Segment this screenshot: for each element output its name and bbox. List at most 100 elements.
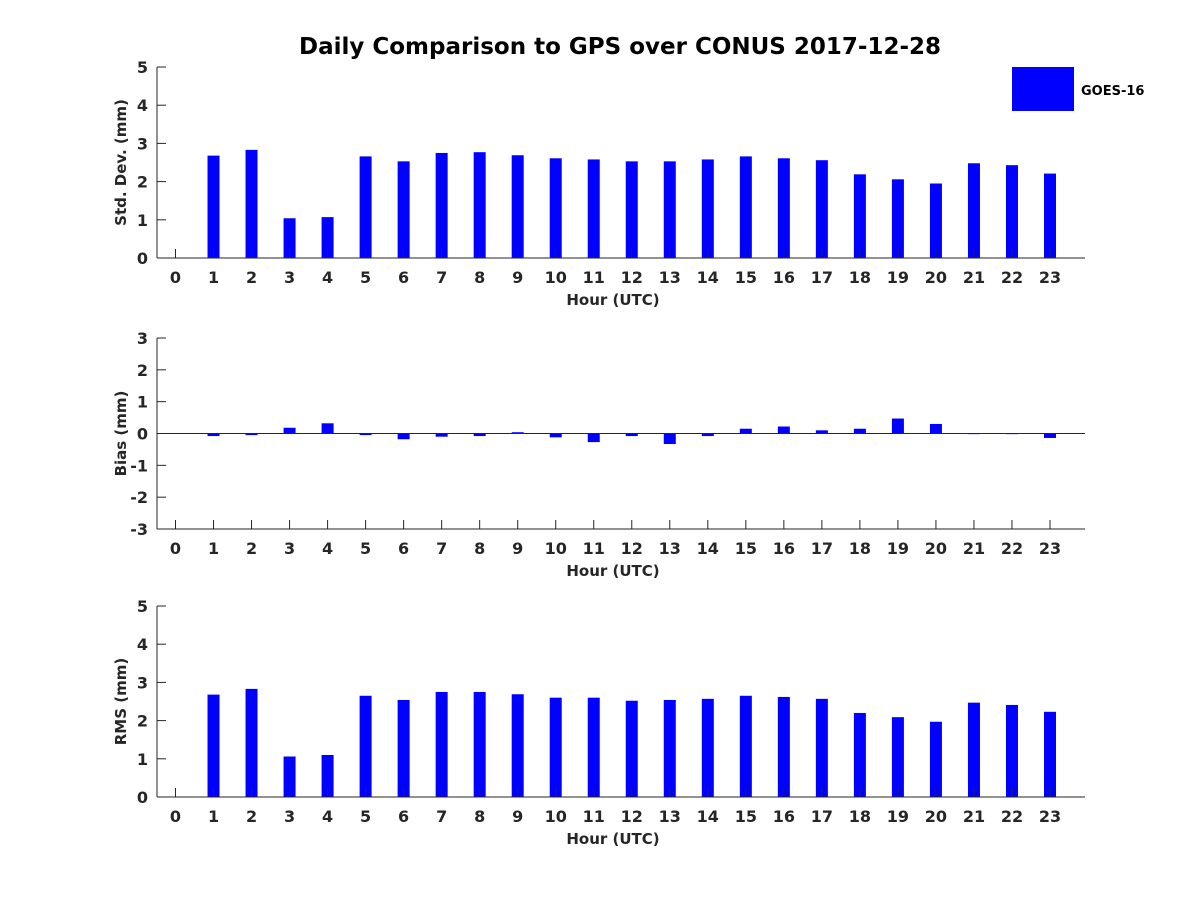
x-tick-label: 11 xyxy=(583,807,605,826)
y-tick-label: 4 xyxy=(137,96,148,115)
bar xyxy=(587,697,600,797)
x-tick-label: 11 xyxy=(583,539,605,558)
x-tick-label: 20 xyxy=(925,807,947,826)
bar xyxy=(283,218,296,258)
bar xyxy=(473,691,486,797)
x-tick-label: 3 xyxy=(284,539,295,558)
x-tick-label: 0 xyxy=(170,807,181,826)
bar xyxy=(739,156,752,258)
x-tick-label: 22 xyxy=(1001,807,1023,826)
bar xyxy=(777,426,790,434)
bar xyxy=(283,756,296,797)
x-tick-label: 14 xyxy=(697,268,719,287)
x-tick-label: 6 xyxy=(398,268,409,287)
bar xyxy=(245,149,258,258)
x-tick-label: 16 xyxy=(773,539,795,558)
x-tick-label: 5 xyxy=(360,539,371,558)
x-tick-label: 17 xyxy=(811,268,833,287)
bar xyxy=(663,699,676,797)
bar xyxy=(321,423,334,434)
x-tick-label: 16 xyxy=(773,807,795,826)
x-tick-label: 9 xyxy=(512,268,523,287)
x-tick-label: 18 xyxy=(849,807,871,826)
bar xyxy=(283,427,296,434)
bar xyxy=(207,694,220,797)
x-tick-label: 6 xyxy=(398,807,409,826)
x-tick-label: 21 xyxy=(963,539,985,558)
bar xyxy=(853,428,866,434)
x-tick-label: 6 xyxy=(398,539,409,558)
x-tick-label: 15 xyxy=(735,807,757,826)
bar xyxy=(625,433,638,437)
bar xyxy=(359,433,372,436)
x-tick-label: 1 xyxy=(208,807,219,826)
x-tick-label: 9 xyxy=(512,807,523,826)
bar xyxy=(701,433,714,437)
x-tick-label: 18 xyxy=(849,268,871,287)
y-tick-label: 5 xyxy=(137,597,148,616)
x-axis-label: Hour (UTC) xyxy=(566,562,659,580)
x-tick-label: 13 xyxy=(659,539,681,558)
x-tick-label: 17 xyxy=(811,807,833,826)
bar xyxy=(777,158,790,258)
bar xyxy=(739,428,752,434)
x-tick-label: 1 xyxy=(208,268,219,287)
bar xyxy=(397,161,410,258)
x-tick-label: 22 xyxy=(1001,268,1023,287)
x-tick-label: 9 xyxy=(512,539,523,558)
y-tick-label: 1 xyxy=(137,750,148,769)
x-tick-label: 8 xyxy=(474,807,485,826)
bar xyxy=(663,433,676,444)
x-tick-label: 12 xyxy=(621,539,643,558)
y-tick-label: 2 xyxy=(137,173,148,192)
bar xyxy=(435,152,448,258)
bar xyxy=(891,717,904,797)
chart-title: Daily Comparison to GPS over CONUS 2017-… xyxy=(299,34,941,60)
x-tick-label: 18 xyxy=(849,539,871,558)
bar xyxy=(359,695,372,797)
bar xyxy=(663,161,676,258)
y-tick-label: 3 xyxy=(137,673,148,692)
y-tick-label: 3 xyxy=(137,134,148,153)
x-tick-label: 23 xyxy=(1039,268,1061,287)
legend-swatch xyxy=(1012,67,1074,111)
bar xyxy=(587,433,600,443)
x-tick-label: 23 xyxy=(1039,539,1061,558)
x-tick-label: 2 xyxy=(246,807,257,826)
bar xyxy=(511,432,524,434)
bar xyxy=(321,754,334,797)
bar xyxy=(245,688,258,797)
bar xyxy=(435,433,448,437)
x-tick-label: 13 xyxy=(659,807,681,826)
x-tick-label: 14 xyxy=(697,539,719,558)
x-tick-label: 21 xyxy=(963,268,985,287)
bar xyxy=(359,156,372,258)
bar xyxy=(1005,165,1018,258)
bar xyxy=(891,179,904,258)
x-tick-label: 3 xyxy=(284,268,295,287)
bar xyxy=(1044,433,1056,438)
legend-label: GOES-16 xyxy=(1081,84,1144,99)
bar xyxy=(397,433,410,440)
bar xyxy=(929,183,942,258)
x-tick-label: 7 xyxy=(436,539,447,558)
y-tick-label: 2 xyxy=(137,712,148,731)
bar xyxy=(245,433,258,436)
y-tick-label: 0 xyxy=(137,249,148,268)
x-axis-label: Hour (UTC) xyxy=(566,830,659,848)
bar xyxy=(397,699,410,797)
y-axis-label: Std. Dev. (mm) xyxy=(112,99,130,226)
x-tick-label: 13 xyxy=(659,268,681,287)
bar xyxy=(929,423,942,434)
x-tick-label: 17 xyxy=(811,539,833,558)
y-tick-label: 5 xyxy=(137,58,148,77)
bar xyxy=(207,433,220,437)
y-tick-label: -3 xyxy=(130,520,148,539)
x-tick-label: 2 xyxy=(246,539,257,558)
bar xyxy=(777,696,790,797)
x-tick-label: 15 xyxy=(735,539,757,558)
x-tick-label: 0 xyxy=(170,268,181,287)
